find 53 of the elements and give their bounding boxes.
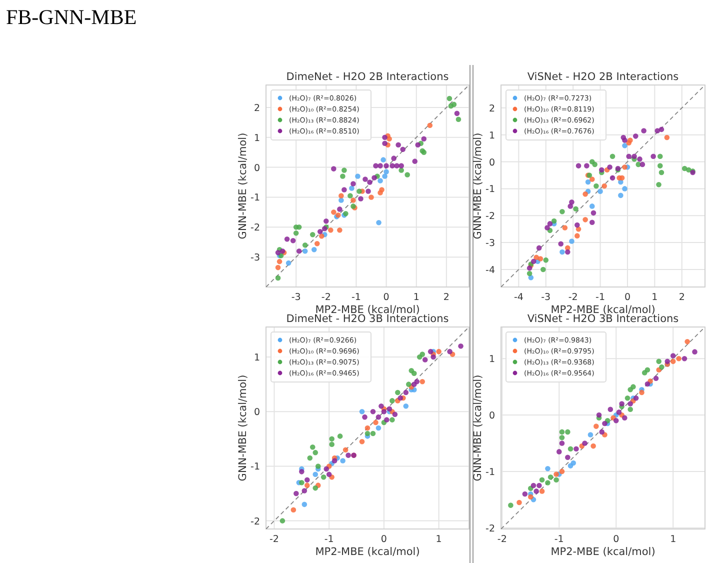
y-axis-title: GNN-MBE (kcal/mol) xyxy=(472,374,484,482)
y-axis-title: GNN-MBE (kcal/mol) xyxy=(237,132,249,240)
x-tick-label: 1 xyxy=(436,534,442,545)
x-tick-label: -4 xyxy=(514,292,524,303)
y-tick-label: -4 xyxy=(486,264,495,276)
y-tick-label: 0 xyxy=(254,162,260,174)
x-tick-label: -3 xyxy=(291,292,301,303)
x-tick-label: 0 xyxy=(613,534,620,545)
y-tick-label: -2 xyxy=(250,222,260,234)
y-tick-label: -3 xyxy=(486,238,495,250)
y-tick-label: -2 xyxy=(486,211,495,222)
y-tick-label: 1 xyxy=(488,354,495,366)
text: FB-GNN-MBE xyxy=(6,5,137,29)
x-axis-title: MP2-MBE (kcal/mol) xyxy=(315,546,420,558)
y-tick-label: -1 xyxy=(486,466,495,478)
x-axis-title: MP2-MBE (kcal/mol) xyxy=(550,546,656,558)
x-tick-label: -3 xyxy=(541,292,551,303)
y-tick-label: -1 xyxy=(250,192,260,204)
chart-title: ViSNet - H2O 3B Interactions xyxy=(527,313,679,325)
y-tick-label: -3 xyxy=(250,252,260,264)
x-tick-label: 2 xyxy=(678,292,685,303)
x-tick-label: 1 xyxy=(670,534,676,545)
x-tick-label: -2 xyxy=(269,534,279,545)
x-tick-label: 1 xyxy=(652,292,658,303)
x-tick-label: -2 xyxy=(321,292,331,303)
y-tick-label: 1 xyxy=(488,130,495,142)
x-tick-label: -1 xyxy=(596,292,606,303)
y-axis-title: GNN-MBE (kcal/mol) xyxy=(472,132,484,240)
y-tick-label: -2 xyxy=(486,523,495,534)
x-tick-label: -1 xyxy=(324,534,334,545)
y-tick-label: -2 xyxy=(250,516,260,528)
x-tick-label: 1 xyxy=(413,292,420,303)
y-tick-label: 0 xyxy=(254,407,260,418)
y-tick-label: -1 xyxy=(250,462,260,473)
y-tick-label: 0 xyxy=(488,410,495,422)
y-tick-label: 2 xyxy=(254,102,260,114)
x-tick-label: 0 xyxy=(383,292,390,303)
chart-title: DimeNet - H2O 3B Interactions xyxy=(286,313,449,325)
y-axis-title: GNN-MBE (kcal/mol) xyxy=(237,374,249,482)
x-tick-label: 0 xyxy=(624,292,631,303)
x-tick-label: -2 xyxy=(568,292,578,303)
y-tick-label: 1 xyxy=(254,352,260,364)
y-tick-label: 0 xyxy=(488,157,495,168)
x-tick-label: 2 xyxy=(443,292,450,303)
chart-title: DimeNet - H2O 2B Interactions xyxy=(286,71,449,83)
x-tick-label: -2 xyxy=(497,534,507,545)
x-tick-label: 0 xyxy=(380,534,387,545)
y-tick-label: 2 xyxy=(488,103,495,114)
y-tick-label: -1 xyxy=(486,184,495,196)
y-tick-label: 1 xyxy=(254,132,260,144)
x-tick-label: -1 xyxy=(554,534,564,545)
x-tick-label: -1 xyxy=(351,292,361,303)
chart-title: ViSNet - H2O 2B Interactions xyxy=(527,71,679,83)
